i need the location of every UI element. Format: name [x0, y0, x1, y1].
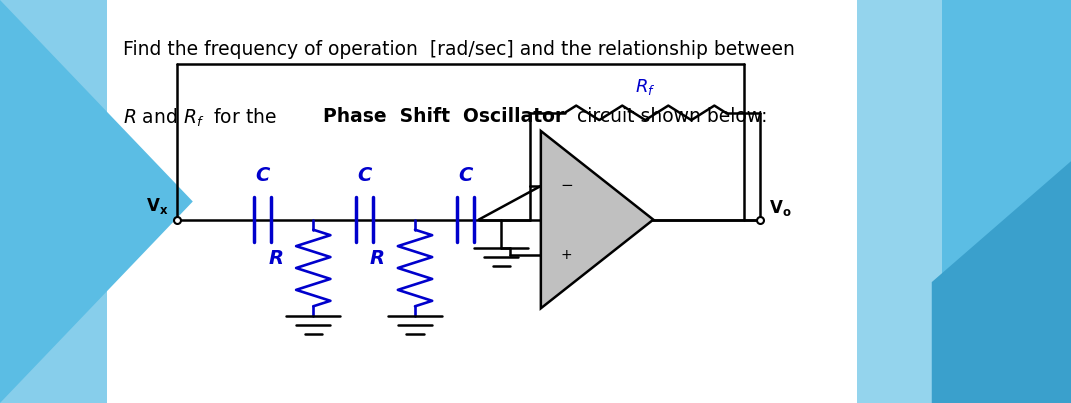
Polygon shape [932, 161, 1071, 403]
Text: Find the frequency of operation  [rad/sec] and the relationship between: Find the frequency of operation [rad/sec… [123, 40, 795, 59]
Text: C: C [458, 166, 473, 185]
Text: −: − [560, 179, 573, 193]
Polygon shape [857, 0, 1071, 403]
Text: R: R [369, 249, 386, 268]
Polygon shape [0, 0, 107, 403]
Polygon shape [107, 0, 1071, 403]
Polygon shape [541, 131, 653, 308]
Text: $\mathbf{V_o}$: $\mathbf{V_o}$ [769, 197, 791, 218]
Text: C: C [357, 166, 372, 185]
Text: +: + [560, 248, 572, 262]
Text: Phase  Shift  Oscillator: Phase Shift Oscillator [323, 107, 564, 126]
Text: $\mathbf{V_x}$: $\mathbf{V_x}$ [146, 196, 168, 216]
Polygon shape [0, 0, 193, 403]
Text: R: R [268, 249, 283, 268]
Text: $R_f$: $R_f$ [635, 77, 655, 97]
Polygon shape [835, 0, 942, 403]
Text: circuit shown below:: circuit shown below: [571, 107, 767, 126]
Text: $R$ and $R_f$  for the: $R$ and $R_f$ for the [123, 107, 278, 129]
Text: C: C [255, 166, 270, 185]
